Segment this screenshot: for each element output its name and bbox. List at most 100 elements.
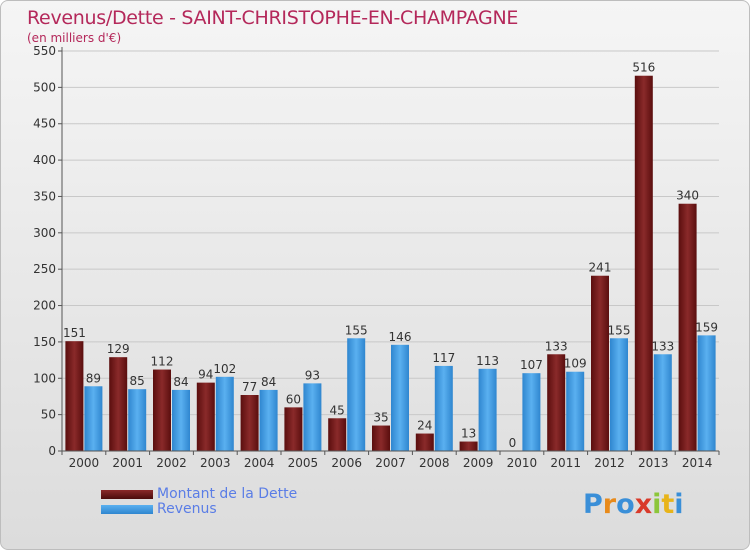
bar-dette <box>372 425 390 451</box>
bar-dette <box>284 407 303 451</box>
value-label-revenus: 85 <box>130 374 145 388</box>
value-label-dette: 151 <box>63 326 86 340</box>
value-label-dette: 0 <box>509 436 517 450</box>
value-label-dette: 133 <box>545 339 568 353</box>
legend-label-revenus: Revenus <box>157 501 217 517</box>
value-label-dette: 35 <box>373 411 388 425</box>
value-label-dette: 77 <box>242 380 257 394</box>
bar-revenus <box>303 383 322 451</box>
value-label-revenus: 117 <box>432 351 455 365</box>
bar-revenus <box>347 338 366 451</box>
logo-letter: i <box>652 489 662 520</box>
bar-dette <box>328 418 347 451</box>
x-tick-label: 2000 <box>69 456 100 470</box>
bars-layer <box>65 75 716 452</box>
y-tick-label: 100 <box>33 371 56 385</box>
y-tick-label: 150 <box>33 335 56 349</box>
y-tick-label: 500 <box>33 80 56 94</box>
bar-dette <box>459 441 478 451</box>
bar-dette <box>591 275 609 451</box>
legend-swatch-revenus <box>101 505 153 514</box>
logo-letter: o <box>616 489 635 520</box>
chart-subtitle: (en milliers d'€) <box>27 31 122 45</box>
bar-dette <box>547 354 566 451</box>
value-label-revenus: 113 <box>476 354 499 368</box>
value-label-revenus: 155 <box>345 323 368 337</box>
chart-title: Revenus/Dette - SAINT-CHRISTOPHE-EN-CHAM… <box>27 7 519 29</box>
value-label-dette: 45 <box>330 403 345 417</box>
x-tick-label: 2005 <box>288 456 319 470</box>
y-tick-label: 200 <box>33 299 56 313</box>
bar-dette <box>153 369 171 451</box>
value-label-revenus: 93 <box>305 368 320 382</box>
value-label-dette: 129 <box>107 342 130 356</box>
bar-revenus <box>610 338 628 451</box>
y-tick-label: 300 <box>33 226 56 240</box>
x-tick-label: 2009 <box>463 456 494 470</box>
value-label-revenus: 102 <box>213 362 236 376</box>
logo-letter: P <box>583 489 603 520</box>
x-tick-label: 2007 <box>375 456 406 470</box>
value-label-revenus: 89 <box>86 371 101 385</box>
value-label-dette: 340 <box>676 189 699 203</box>
x-tick-label: 2003 <box>200 456 231 470</box>
y-tick-label: 450 <box>33 117 56 131</box>
bar-dette <box>415 433 434 451</box>
x-tick-label: 2013 <box>638 456 669 470</box>
legend-swatch-dette <box>101 490 153 499</box>
bar-dette <box>240 395 259 451</box>
bar-dette <box>65 341 84 451</box>
proxiti-logo: Proxiti <box>583 489 684 520</box>
x-tick-label: 2001 <box>112 456 143 470</box>
bar-revenus <box>84 386 103 451</box>
y-tick-label: 350 <box>33 189 56 203</box>
y-tick-label: 400 <box>33 153 56 167</box>
y-tick-label: 0 <box>48 444 56 458</box>
bar-dette <box>109 357 128 451</box>
bar-revenus <box>522 373 541 451</box>
value-label-dette: 516 <box>632 61 655 75</box>
logo-letter: i <box>674 489 684 520</box>
bar-revenus <box>215 376 234 451</box>
y-tick-label: 550 <box>33 44 56 58</box>
grid-layer <box>62 50 719 416</box>
logo-letter: t <box>661 489 675 520</box>
value-label-revenus: 109 <box>564 357 587 371</box>
y-tick-label: 50 <box>41 408 56 422</box>
value-label-dette: 94 <box>198 368 213 382</box>
bar-revenus <box>391 344 409 451</box>
value-label-dette: 60 <box>286 392 301 406</box>
x-tick-label: 2006 <box>331 456 362 470</box>
labels-layer: 151 89 129 85 112 84 94 102 77 84 60 93 45 155 35 146 24… <box>63 61 718 450</box>
x-tick-label: 2011 <box>550 456 581 470</box>
x-tick-label: 2014 <box>682 456 713 470</box>
value-label-revenus: 107 <box>520 358 543 372</box>
value-label-revenus: 146 <box>389 330 412 344</box>
bar-revenus <box>259 389 278 451</box>
bar-revenus <box>128 389 147 451</box>
value-label-dette: 13 <box>461 427 476 441</box>
value-label-dette: 24 <box>417 419 432 433</box>
value-label-revenus: 84 <box>173 375 188 389</box>
bar-dette <box>196 382 215 451</box>
value-label-dette: 112 <box>151 355 174 369</box>
x-tick-label: 2010 <box>507 456 538 470</box>
x-tick-label: 2008 <box>419 456 450 470</box>
bar-revenus <box>566 371 585 451</box>
value-label-revenus: 155 <box>608 323 631 337</box>
logo-letter: x <box>634 489 653 520</box>
value-label-revenus: 159 <box>695 320 718 334</box>
legend-label-dette: Montant de la Dette <box>157 486 298 502</box>
bar-dette <box>634 75 653 452</box>
bar-revenus <box>172 389 190 451</box>
bar-revenus <box>697 335 716 451</box>
bar-revenus <box>434 365 453 451</box>
x-tick-label: 2002 <box>156 456 187 470</box>
value-label-dette: 241 <box>589 261 612 275</box>
bar-revenus <box>653 354 672 451</box>
value-label-revenus: 133 <box>651 339 674 353</box>
y-tick-label: 250 <box>33 262 56 276</box>
